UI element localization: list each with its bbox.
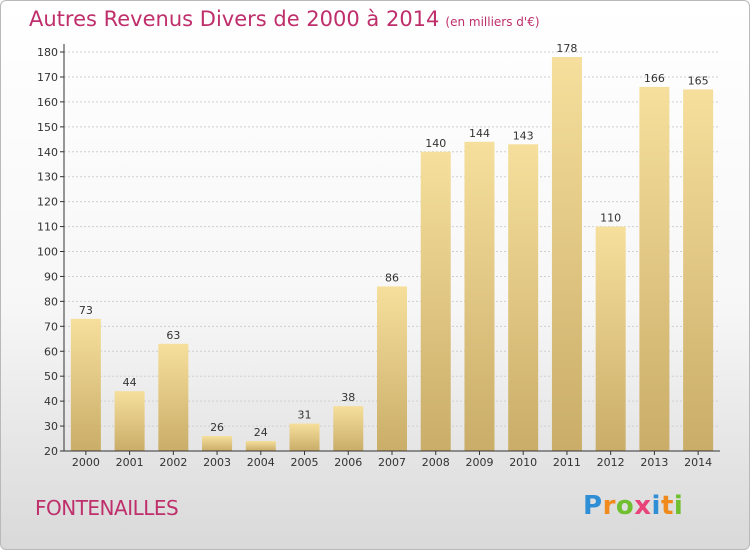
logo-letter: P bbox=[583, 491, 603, 521]
data-label-2012: 110 bbox=[600, 212, 621, 225]
chart-title: Autres Revenus Divers de 2000 à 2014 bbox=[29, 7, 440, 31]
logo-letter: i bbox=[651, 491, 661, 521]
chart-unit: (en milliers d'€) bbox=[445, 15, 540, 29]
bar-2014 bbox=[683, 89, 714, 451]
bar-2004 bbox=[245, 441, 276, 451]
city-name: FONTENAILLES bbox=[35, 496, 179, 520]
x-tick-label: 2013 bbox=[640, 456, 668, 469]
y-tick-label: 110 bbox=[37, 221, 58, 234]
logo-letter: x bbox=[634, 491, 652, 521]
x-tick-label: 2004 bbox=[247, 456, 275, 469]
data-labels: 73 44 63 26 24 31 38 86 140 144 143 178 110 166 165 bbox=[79, 42, 709, 439]
y-tick-label: 50 bbox=[44, 370, 58, 383]
y-tick-label: 160 bbox=[37, 96, 58, 109]
bar-2013 bbox=[639, 86, 670, 451]
x-tick-label: 2006 bbox=[334, 456, 362, 469]
logo-letter: r bbox=[602, 491, 616, 521]
data-label-2013: 166 bbox=[644, 72, 665, 85]
y-tick-label: 70 bbox=[44, 320, 58, 333]
y-tick-label: 100 bbox=[37, 246, 58, 259]
y-tick-label: 30 bbox=[44, 420, 58, 433]
data-label-2014: 165 bbox=[688, 74, 709, 87]
bar-2012 bbox=[595, 226, 626, 451]
y-tick-label: 90 bbox=[44, 270, 58, 283]
y-tick-label: 150 bbox=[37, 121, 58, 134]
x-axis-ticks: 2000 2001 2002 2003 2004 2005 2006 2007 2008 2009… bbox=[72, 451, 712, 469]
bar-2000 bbox=[70, 318, 101, 451]
x-tick-label: 2011 bbox=[553, 456, 581, 469]
bar-2001 bbox=[114, 391, 145, 451]
y-tick-label: 140 bbox=[37, 146, 58, 159]
data-label-2001: 44 bbox=[123, 376, 137, 389]
bar-2008 bbox=[420, 151, 451, 451]
data-label-2004: 24 bbox=[254, 426, 268, 439]
data-label-2010: 143 bbox=[513, 129, 534, 142]
bar-2009 bbox=[464, 141, 495, 451]
x-tick-label: 2007 bbox=[378, 456, 406, 469]
logo-letter: t bbox=[660, 491, 674, 521]
y-tick-label: 120 bbox=[37, 196, 58, 209]
y-tick-label: 170 bbox=[37, 71, 58, 84]
data-label-2005: 31 bbox=[298, 409, 312, 422]
bar-2003 bbox=[202, 436, 233, 451]
logo-letter: i bbox=[673, 491, 684, 521]
data-label-2006: 38 bbox=[341, 391, 355, 404]
x-tick-label: 2010 bbox=[509, 456, 537, 469]
y-tick-label: 180 bbox=[37, 46, 58, 59]
bar-2010 bbox=[508, 144, 539, 452]
data-label-2002: 63 bbox=[166, 329, 180, 342]
x-tick-label: 2000 bbox=[72, 456, 100, 469]
x-tick-label: 2005 bbox=[291, 456, 319, 469]
x-tick-label: 2009 bbox=[465, 456, 493, 469]
x-tick-label: 2014 bbox=[684, 456, 712, 469]
bar-2007 bbox=[377, 286, 407, 451]
y-tick-label: 130 bbox=[37, 171, 58, 184]
data-label-2007: 86 bbox=[385, 271, 399, 284]
x-tick-label: 2008 bbox=[422, 456, 450, 469]
y-tick-label: 20 bbox=[44, 445, 58, 458]
proxiti-logo: Proxiti bbox=[583, 491, 683, 521]
y-tick-label: 80 bbox=[44, 295, 58, 308]
bar-2005 bbox=[289, 423, 320, 451]
bars bbox=[70, 56, 714, 452]
title-row: Autres Revenus Divers de 2000 à 2014 (en … bbox=[29, 7, 540, 31]
x-tick-label: 2002 bbox=[159, 456, 187, 469]
x-tick-label: 2001 bbox=[116, 456, 144, 469]
data-label-2000: 73 bbox=[79, 304, 93, 317]
x-tick-label: 2012 bbox=[597, 456, 625, 469]
y-tick-label: 40 bbox=[44, 395, 58, 408]
bar-2011 bbox=[551, 56, 582, 452]
y-tick-label: 60 bbox=[44, 345, 58, 358]
data-label-2011: 178 bbox=[556, 42, 577, 55]
bar-2006 bbox=[333, 406, 364, 451]
data-label-2009: 144 bbox=[469, 127, 490, 140]
data-label-2008: 140 bbox=[425, 137, 446, 150]
logo-letter: o bbox=[615, 491, 635, 521]
y-axis-ticks: 20 30 40 50 60 70 80 90 100 110 120 130 140 150 160 170… bbox=[37, 46, 64, 458]
axes bbox=[63, 44, 720, 452]
x-tick-label: 2003 bbox=[203, 456, 231, 469]
data-label-2003: 26 bbox=[210, 421, 224, 434]
bar-2002 bbox=[158, 343, 189, 451]
